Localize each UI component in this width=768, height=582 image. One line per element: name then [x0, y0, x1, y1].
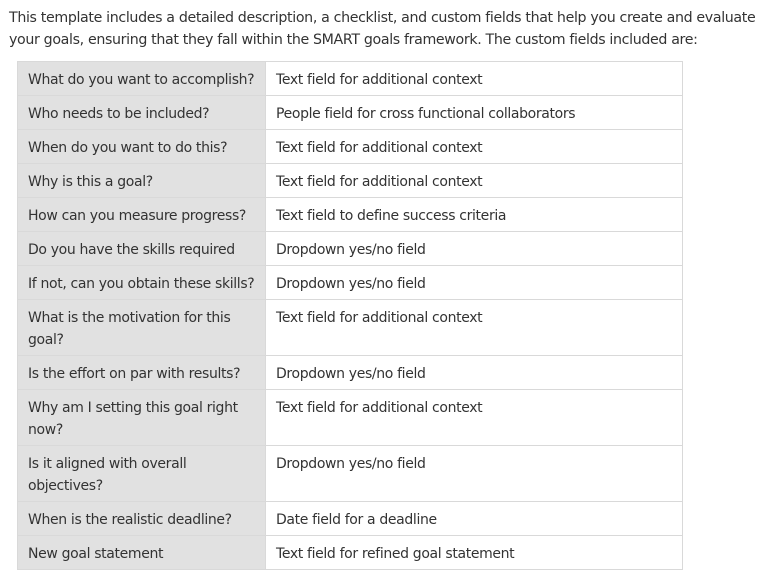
field-type-cell: People field for cross functional collab… — [265, 95, 683, 130]
field-type-cell: Text field for additional context — [265, 389, 683, 446]
table-row: Is it aligned with overall objectives? Dr… — [17, 445, 683, 502]
table-row: When is the realistic deadline? Date fiel… — [17, 501, 683, 536]
table-row: When do you want to do this? Text field f… — [17, 129, 683, 164]
question-cell: Who needs to be included? — [17, 95, 266, 130]
question-cell: Why am I setting this goal right now? — [17, 389, 266, 446]
intro-paragraph: This template includes a detailed descri… — [9, 10, 756, 48]
field-type-cell: Text field to define success criteria — [265, 197, 683, 232]
question-cell: If not, can you obtain these skills? — [17, 265, 266, 300]
field-type-cell: Text field for additional context — [265, 163, 683, 198]
field-type-cell: Text field for additional context — [265, 61, 683, 96]
table-row: Do you have the skills required Dropdown … — [17, 231, 683, 266]
question-cell: Is the effort on par with results? — [17, 355, 266, 390]
field-type-cell: Text field for additional context — [265, 299, 683, 356]
custom-fields-table: What do you want to accomplish? Text fiel… — [17, 61, 683, 570]
table-row: Why am I setting this goal right now? Tex… — [17, 389, 683, 446]
table-row: Why is this a goal? Text field for additi… — [17, 163, 683, 198]
field-type-cell: Dropdown yes/no field — [265, 231, 683, 266]
table-row: How can you measure progress? Text field … — [17, 197, 683, 232]
table-row: Who needs to be included? People field fo… — [17, 95, 683, 130]
table-row: What do you want to accomplish? Text fiel… — [17, 61, 683, 96]
question-cell: When is the realistic deadline? — [17, 501, 266, 536]
table-row: New goal statement Text field for refined… — [17, 535, 683, 570]
question-cell: What do you want to accomplish? — [17, 61, 266, 96]
table-row: What is the motivation for this goal? Tex… — [17, 299, 683, 356]
field-type-cell: Date field for a deadline — [265, 501, 683, 536]
table-row: If not, can you obtain these skills? Drop… — [17, 265, 683, 300]
field-type-cell: Dropdown yes/no field — [265, 445, 683, 502]
field-type-cell: Text field for additional context — [265, 129, 683, 164]
question-cell: New goal statement — [17, 535, 266, 570]
question-cell: What is the motivation for this goal? — [17, 299, 266, 356]
question-cell: Do you have the skills required — [17, 231, 266, 266]
field-type-cell: Dropdown yes/no field — [265, 265, 683, 300]
field-type-cell: Dropdown yes/no field — [265, 355, 683, 390]
question-cell: When do you want to do this? — [17, 129, 266, 164]
question-cell: How can you measure progress? — [17, 197, 266, 232]
question-cell: Is it aligned with overall objectives? — [17, 445, 266, 502]
question-cell: Why is this a goal? — [17, 163, 266, 198]
field-type-cell: Text field for refined goal statement — [265, 535, 683, 570]
table-row: Is the effort on par with results? Dropdo… — [17, 355, 683, 390]
